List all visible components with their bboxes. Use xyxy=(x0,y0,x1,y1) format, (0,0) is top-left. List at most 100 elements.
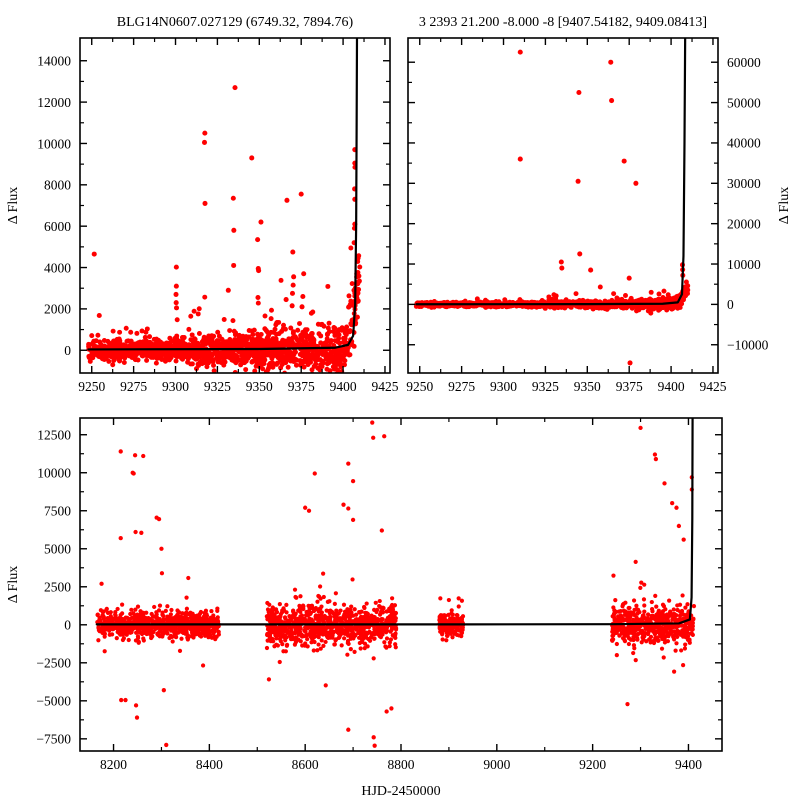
data-point xyxy=(117,329,123,335)
data-point xyxy=(317,594,322,599)
data-point xyxy=(160,612,165,617)
data-point xyxy=(142,616,148,621)
data-point xyxy=(300,343,306,349)
data-point xyxy=(345,652,350,657)
data-point xyxy=(136,625,142,630)
data-point xyxy=(459,615,465,621)
data-point xyxy=(224,349,230,355)
data-point xyxy=(108,352,114,358)
data-point xyxy=(150,341,156,347)
data-point xyxy=(320,629,325,635)
data-point xyxy=(372,636,377,641)
data-point xyxy=(143,349,149,355)
data-point xyxy=(373,600,378,605)
data-point xyxy=(186,611,191,617)
data-point xyxy=(334,371,339,373)
data-point xyxy=(186,326,192,332)
data-point xyxy=(558,259,564,265)
data-point xyxy=(204,613,209,619)
y-tick-label: 0 xyxy=(64,343,71,358)
data-point xyxy=(277,636,282,642)
data-point xyxy=(342,636,347,641)
data-point xyxy=(126,630,131,635)
data-point xyxy=(235,341,241,347)
data-point xyxy=(319,638,324,643)
data-point xyxy=(159,357,165,362)
data-point xyxy=(329,635,334,640)
data-point xyxy=(216,333,222,339)
data-point xyxy=(669,304,675,309)
data-point xyxy=(277,659,282,665)
data-point xyxy=(95,620,100,625)
data-point xyxy=(273,353,279,359)
data-point xyxy=(177,648,183,653)
data-point xyxy=(101,614,106,619)
data-point xyxy=(321,643,326,649)
data-point xyxy=(348,298,354,304)
data-point xyxy=(199,627,205,633)
data-point xyxy=(289,303,295,309)
data-point xyxy=(129,607,134,612)
data-point xyxy=(357,640,362,646)
data-point xyxy=(133,607,138,612)
y-tick-label: 50000 xyxy=(727,95,761,110)
data-point xyxy=(328,338,334,344)
data-point xyxy=(114,636,119,641)
data-point xyxy=(268,316,274,322)
data-point xyxy=(233,337,239,343)
data-point xyxy=(346,304,352,310)
data-point xyxy=(348,245,354,251)
x-tick-label: 9400 xyxy=(658,379,685,394)
data-point xyxy=(474,296,480,302)
data-point xyxy=(288,358,294,364)
data-point xyxy=(162,625,167,630)
data-point xyxy=(359,626,364,632)
data-point xyxy=(136,613,141,619)
data-point xyxy=(110,627,115,632)
data-point xyxy=(250,337,256,342)
data-point xyxy=(167,625,173,630)
data-point xyxy=(256,268,262,274)
data-point xyxy=(284,197,290,203)
data-point xyxy=(215,606,220,611)
data-point xyxy=(171,618,176,624)
data-point xyxy=(142,628,147,633)
data-point xyxy=(196,614,201,619)
data-point xyxy=(304,327,310,333)
data-point xyxy=(307,616,312,621)
data-point xyxy=(252,368,258,373)
data-point xyxy=(683,287,689,293)
data-point xyxy=(282,326,288,332)
data-point xyxy=(347,328,353,334)
data-point xyxy=(573,291,579,297)
data-point xyxy=(133,352,139,358)
data-point xyxy=(332,601,337,607)
data-point xyxy=(388,618,393,623)
data-point xyxy=(283,297,289,303)
data-point xyxy=(372,607,377,612)
data-point xyxy=(313,616,318,621)
data-point xyxy=(300,643,305,648)
data-point xyxy=(332,357,338,363)
data-point xyxy=(336,335,342,341)
data-point xyxy=(353,633,358,638)
data-point xyxy=(233,360,239,366)
data-point xyxy=(243,367,249,373)
data-point xyxy=(184,595,189,600)
data-point xyxy=(274,642,279,647)
data-point xyxy=(293,630,298,635)
data-point xyxy=(173,305,180,311)
axes-frame-top_right xyxy=(407,37,719,374)
data-point xyxy=(284,350,290,356)
data-point xyxy=(352,625,357,630)
data-point xyxy=(283,634,288,639)
data-point xyxy=(324,336,330,342)
data-point xyxy=(246,349,252,355)
data-point xyxy=(315,648,320,653)
data-point xyxy=(201,354,207,360)
data-point xyxy=(285,642,290,647)
data-point xyxy=(126,619,131,625)
data-point xyxy=(349,604,354,609)
data-point xyxy=(289,290,296,296)
data-point xyxy=(517,156,523,162)
